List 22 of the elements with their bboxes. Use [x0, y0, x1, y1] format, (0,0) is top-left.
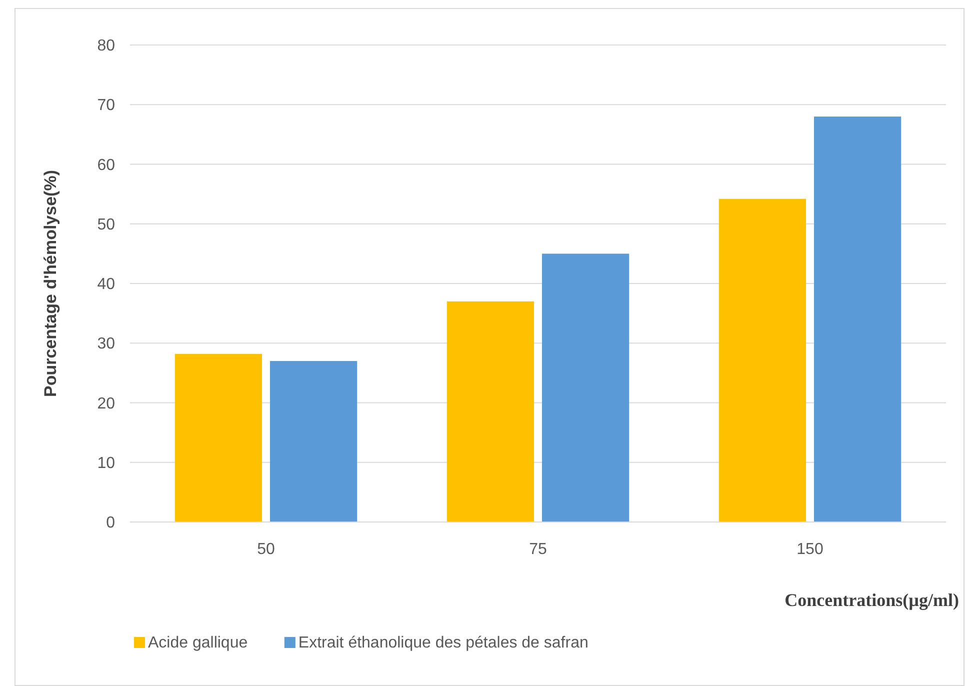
x-tick-label: 75	[529, 541, 547, 558]
y-axis-title: Pourcentage d'hémolyse(%)	[41, 170, 60, 397]
bar	[718, 198, 806, 522]
x-axis-title: Concentrations(µg/ml)	[784, 590, 959, 610]
y-tick-label: 60	[97, 156, 116, 174]
y-tick-label: 0	[106, 514, 116, 532]
bar	[542, 254, 630, 522]
y-tick-label: 30	[97, 336, 116, 353]
x-tick-label: 150	[796, 541, 824, 558]
bar	[446, 301, 534, 522]
legend-label: Extrait éthanolique des pétales de safran	[298, 634, 588, 652]
y-tick-label: 50	[97, 216, 116, 234]
bar	[270, 361, 358, 522]
y-tick-label: 40	[97, 276, 116, 294]
bar	[814, 116, 902, 522]
y-tick-label: 20	[97, 395, 116, 412]
y-tick-label: 10	[97, 454, 116, 472]
legend-label: Acide gallique	[148, 634, 248, 652]
y-tick-label: 70	[97, 97, 116, 114]
y-tick-label: 80	[97, 38, 116, 55]
bar	[174, 354, 262, 522]
x-tick-label: 50	[257, 541, 275, 558]
